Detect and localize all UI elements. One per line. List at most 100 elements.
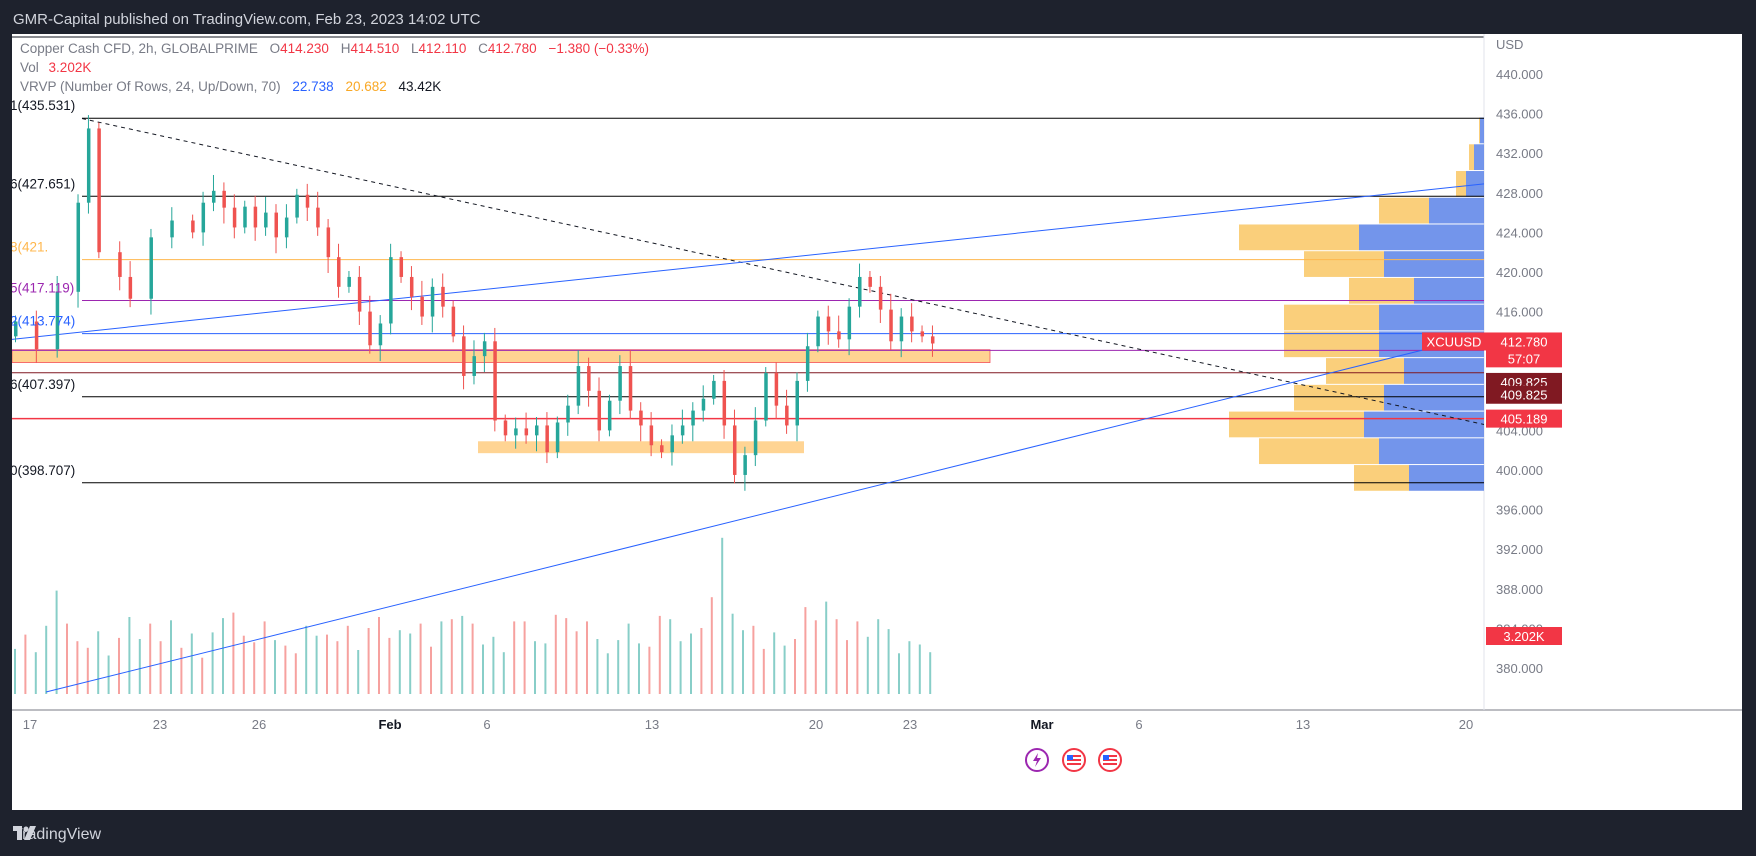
volume-bar	[242, 635, 245, 694]
time-axis[interactable]: 17 23 26 Feb 6 13 20 23 Mar 6 13 20	[23, 717, 1473, 732]
vp-up-bar	[1429, 197, 1484, 224]
fib-level-label: 5(417.119)	[12, 281, 74, 296]
legend-vrvp-up: 22.738	[292, 79, 333, 94]
volume-bar	[76, 641, 79, 694]
us-flag-icon[interactable]	[1062, 748, 1086, 772]
legend-change: −1.380 (−0.33%)	[548, 41, 649, 56]
candle-body	[55, 291, 60, 350]
vp-up-bar	[1379, 304, 1484, 331]
volume-bar	[190, 633, 193, 694]
vp-up-bar	[1466, 171, 1484, 197]
volume-bar	[211, 632, 214, 694]
time-tick: Mar	[1030, 717, 1053, 732]
volume-bar	[492, 636, 495, 694]
volume-bar	[773, 632, 776, 694]
price-tick: 380.000	[1496, 661, 1543, 676]
vp-up-bar	[1409, 465, 1484, 491]
volume-bar	[710, 597, 713, 694]
candle-body	[420, 296, 424, 317]
candle-body	[493, 341, 497, 421]
price-chart[interactable]: 1(435.531) 6(427.651) 8(421. 5(417.119) 2(41…	[12, 34, 1742, 810]
volume-bar	[461, 615, 464, 694]
volume-bar	[149, 623, 152, 694]
symbol-tag: XCUUSD	[1427, 334, 1482, 349]
volume-profile	[1229, 117, 1484, 491]
event-icons[interactable]	[1025, 748, 1122, 772]
candle-body	[660, 445, 664, 453]
candle-body	[847, 306, 852, 340]
candle-body	[201, 202, 206, 233]
volume-bar	[34, 652, 37, 694]
price-tick: 424.000	[1496, 225, 1543, 240]
candle-body	[378, 323, 383, 346]
volume-bar	[284, 645, 287, 694]
candle-body	[858, 276, 862, 307]
candle-body	[795, 380, 799, 426]
candle-body	[409, 276, 414, 297]
vp-down-bar	[1284, 331, 1379, 358]
legend-c-label: C	[478, 41, 488, 56]
price-tick: 420.000	[1496, 265, 1543, 280]
volume-bar	[794, 639, 796, 694]
volume-bar	[679, 641, 682, 694]
tradingview-logo[interactable]: TradingView	[13, 826, 101, 844]
grid-layer	[12, 34, 1742, 711]
fib-level-label: 0(398.707)	[12, 463, 75, 478]
candle-body	[34, 321, 39, 350]
volume-bar	[606, 653, 609, 694]
volume-bar	[783, 645, 786, 694]
level-tag-bg	[1486, 409, 1562, 428]
volume-bar	[45, 625, 48, 694]
volume-bar	[721, 537, 724, 694]
candle-body	[774, 372, 779, 406]
candle-body	[149, 237, 153, 299]
volume-bar	[232, 612, 235, 694]
legend-vrvp-label: VRVP (Number Of Rows, 24, Up/Down, 70)	[20, 79, 281, 94]
support-zones	[12, 349, 991, 454]
chart-area[interactable]: 1(435.531) 6(427.651) 8(421. 5(417.119) 2(41…	[12, 34, 1742, 810]
volume-bar	[523, 621, 526, 694]
candle-body	[837, 331, 841, 340]
fib-level-label: 1(435.531)	[12, 98, 75, 113]
vp-up-bar	[1474, 144, 1484, 171]
volume-bar	[440, 621, 443, 694]
time-tick: Feb	[378, 717, 401, 732]
candle-body	[868, 276, 872, 287]
candle-body	[889, 309, 893, 342]
time-tick: 23	[903, 717, 917, 732]
candle-body	[170, 220, 174, 238]
volume-bar	[55, 590, 58, 694]
candle-body	[753, 420, 758, 456]
svg-text:VRVP (Number Of Rows, 24, Up/D: VRVP (Number Of Rows, 24, Up/Down, 70) 2…	[20, 79, 441, 94]
lightning-icon[interactable]	[1025, 748, 1049, 772]
candle-body	[722, 380, 727, 426]
candle-body	[555, 422, 560, 453]
legend-vrvp-total: 43.42K	[399, 79, 442, 94]
svg-text:Vol 3.202K: Vol 3.202K	[20, 60, 91, 75]
support-zone	[12, 349, 991, 363]
volume-bar	[14, 648, 16, 694]
price-tick: 416.000	[1496, 305, 1543, 320]
volume-bar	[752, 625, 755, 694]
price-tick: 388.000	[1496, 582, 1543, 597]
volume-bar	[398, 630, 401, 694]
volume-tag-bg	[1486, 627, 1562, 645]
vp-down-bar	[1469, 144, 1474, 171]
legend-symbol: Copper Cash CFD, 2h, GLOBALPRIME	[20, 41, 258, 56]
candle-body	[816, 316, 820, 347]
vp-up-bar	[1359, 224, 1484, 251]
candle-body	[545, 425, 549, 453]
fib-level-label: 2(413.774)	[12, 314, 75, 329]
volume-tag: 3.202K	[1503, 629, 1545, 644]
legend-vrvp-down: 20.682	[345, 79, 386, 94]
volume-bar	[565, 618, 568, 694]
candle-body	[899, 316, 904, 342]
volume-bar	[24, 634, 27, 694]
candle-body	[357, 276, 362, 312]
candle-body	[878, 286, 883, 310]
us-flag-icon[interactable]	[1098, 748, 1122, 772]
volume-bar	[409, 633, 412, 694]
candle-body	[274, 212, 278, 238]
volume-bar	[554, 614, 557, 694]
volume-bar	[253, 642, 256, 694]
